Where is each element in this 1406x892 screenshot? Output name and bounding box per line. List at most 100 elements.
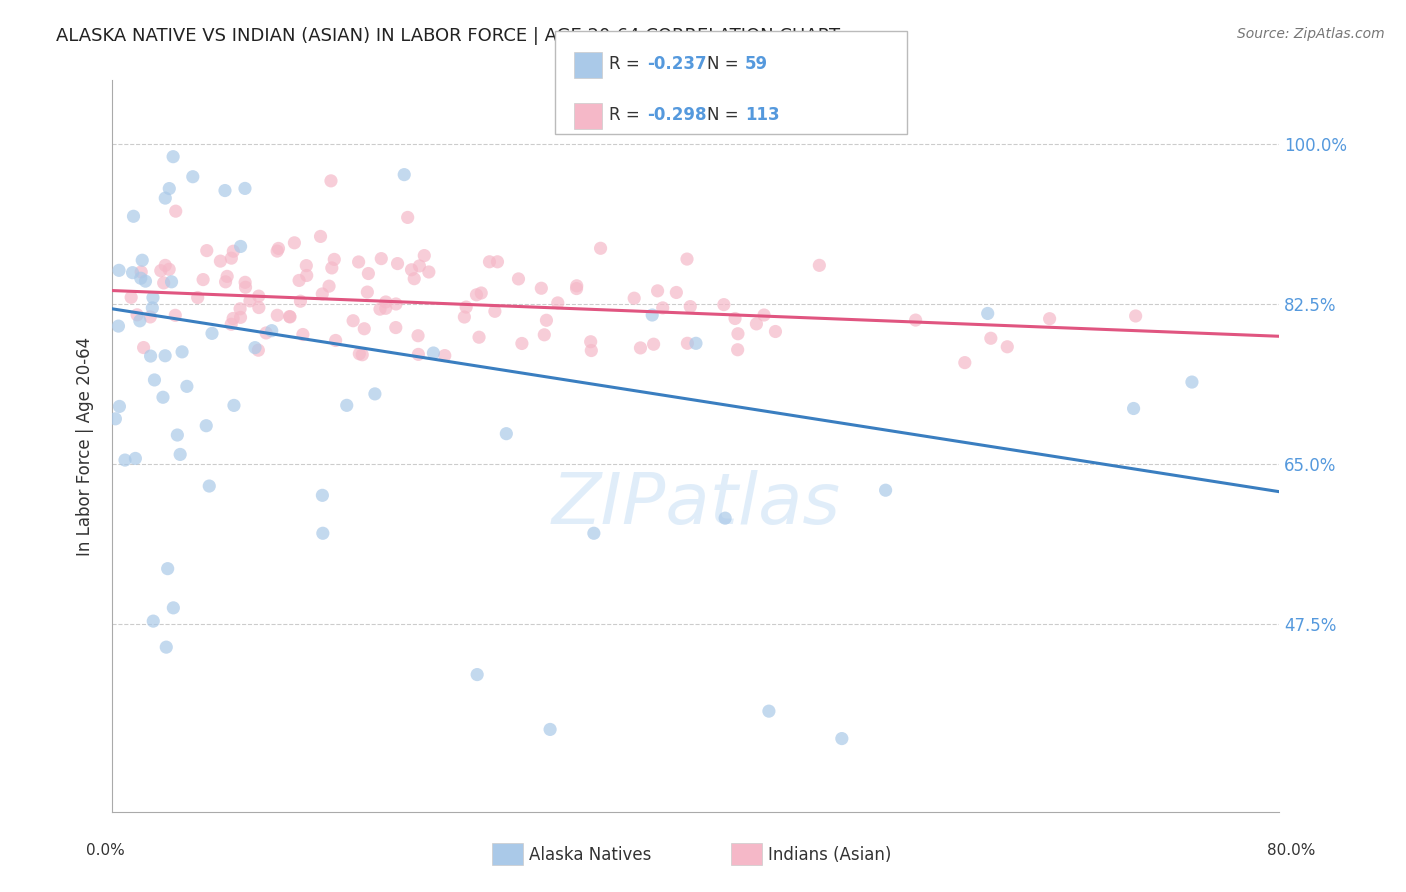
Point — [319, 174, 342, 188]
Point — [217, 269, 239, 284]
Point — [465, 667, 488, 681]
Point — [368, 302, 391, 317]
Point — [342, 314, 364, 328]
Point — [353, 322, 375, 336]
Text: Source: ZipAtlas.com: Source: ZipAtlas.com — [1237, 27, 1385, 41]
Point — [486, 254, 509, 268]
Point — [530, 281, 553, 295]
Point — [155, 191, 177, 205]
Point — [831, 731, 853, 746]
Point — [229, 310, 252, 325]
Point — [121, 266, 143, 280]
Point — [120, 290, 142, 304]
Point — [356, 285, 378, 299]
Text: N =: N = — [707, 106, 744, 124]
Point — [745, 317, 768, 331]
Point — [247, 343, 270, 358]
Point — [623, 291, 645, 305]
Point — [325, 334, 347, 348]
Point — [727, 343, 749, 357]
Point — [233, 181, 256, 195]
Point — [408, 259, 430, 273]
Text: R =: R = — [609, 55, 645, 73]
Point — [107, 319, 129, 334]
Point — [291, 327, 314, 342]
Point — [384, 320, 406, 334]
Point — [195, 418, 218, 433]
Point — [685, 336, 707, 351]
Point — [538, 723, 561, 737]
Point — [374, 295, 396, 310]
Point — [1181, 375, 1204, 389]
Point — [470, 285, 492, 300]
Point — [765, 325, 787, 339]
Point — [141, 301, 163, 315]
Point — [222, 398, 245, 412]
Point — [468, 330, 491, 344]
Point — [533, 327, 555, 342]
Point — [547, 296, 569, 310]
Point — [387, 256, 409, 270]
Point — [651, 301, 673, 315]
Point — [247, 289, 270, 303]
Point — [266, 244, 288, 258]
Point — [582, 526, 605, 541]
Point — [283, 235, 305, 250]
Point — [214, 275, 236, 289]
Text: Alaska Natives: Alaska Natives — [529, 846, 651, 863]
Point — [676, 252, 699, 266]
Point — [235, 280, 257, 294]
Point — [453, 310, 475, 324]
Point — [132, 341, 155, 355]
Point — [364, 387, 387, 401]
Point — [187, 291, 209, 305]
Text: ZIPatlas: ZIPatlas — [551, 470, 841, 539]
Y-axis label: In Labor Force | Age 20-64: In Labor Force | Age 20-64 — [76, 336, 94, 556]
Point — [195, 244, 218, 258]
Point — [679, 300, 702, 314]
Point — [233, 276, 256, 290]
Point — [758, 704, 780, 718]
Point — [565, 282, 588, 296]
Point — [370, 252, 392, 266]
Point — [260, 324, 283, 338]
Text: 59: 59 — [745, 55, 768, 73]
Point — [418, 265, 440, 279]
Point — [142, 614, 165, 628]
Point — [808, 258, 831, 272]
Point — [155, 259, 177, 273]
Point — [321, 260, 343, 275]
Point — [139, 349, 162, 363]
Point — [219, 318, 242, 332]
Text: ALASKA NATIVE VS INDIAN (ASIAN) IN LABOR FORCE | AGE 20-64 CORRELATION CHART: ALASKA NATIVE VS INDIAN (ASIAN) IN LABOR… — [56, 27, 841, 45]
Point — [647, 284, 669, 298]
Point — [155, 640, 177, 655]
Point — [752, 308, 775, 322]
Point — [581, 343, 603, 358]
Point — [536, 313, 558, 327]
Point — [191, 272, 214, 286]
Point — [221, 251, 243, 265]
Point — [239, 293, 262, 308]
Point — [579, 334, 602, 349]
Point — [433, 349, 456, 363]
Point — [254, 326, 277, 340]
Point — [676, 336, 699, 351]
Point — [108, 400, 131, 414]
Point — [214, 184, 236, 198]
Text: -0.298: -0.298 — [647, 106, 706, 124]
Text: -0.237: -0.237 — [647, 55, 706, 73]
Point — [565, 278, 588, 293]
Point — [243, 341, 266, 355]
Point — [201, 326, 224, 341]
Point — [165, 204, 187, 219]
Point — [724, 311, 747, 326]
Point — [122, 209, 145, 223]
Point — [406, 328, 429, 343]
Point — [134, 274, 156, 288]
Point — [152, 390, 174, 404]
Point — [222, 244, 245, 259]
Point — [143, 373, 166, 387]
Point — [198, 479, 221, 493]
Text: N =: N = — [707, 55, 744, 73]
